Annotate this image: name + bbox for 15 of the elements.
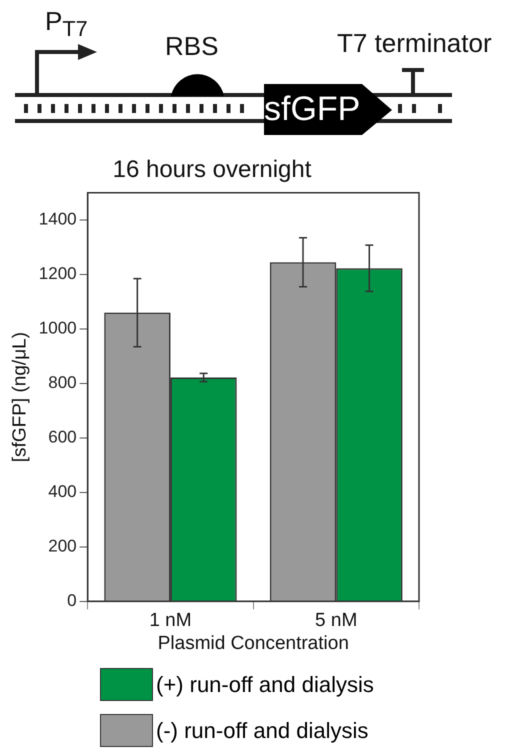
y-axis-title: [sfGFP] (ng/μL) xyxy=(10,332,31,462)
y-tick-label: 400 xyxy=(48,482,77,502)
y-tick-label: 0 xyxy=(67,591,77,610)
chart-title: 16 hours overnight xyxy=(112,156,312,184)
y-tick-label: 600 xyxy=(48,428,77,447)
y-tick-label: 800 xyxy=(48,373,77,392)
y-tick-label: 1000 xyxy=(38,318,77,338)
y-tick-label: 200 xyxy=(48,536,77,556)
legend-label: (+) run-off and dialysis xyxy=(156,672,374,698)
x-tick-label: 5 nM xyxy=(315,610,358,632)
x-tick-label: 1 nM xyxy=(149,610,192,632)
y-tick-label: 1400 xyxy=(38,210,77,229)
legend-label: (-) run-off and dialysis xyxy=(156,718,368,744)
y-tick-label: 1200 xyxy=(38,264,77,284)
x-axis-title: Plasmid Concentration xyxy=(158,632,349,654)
